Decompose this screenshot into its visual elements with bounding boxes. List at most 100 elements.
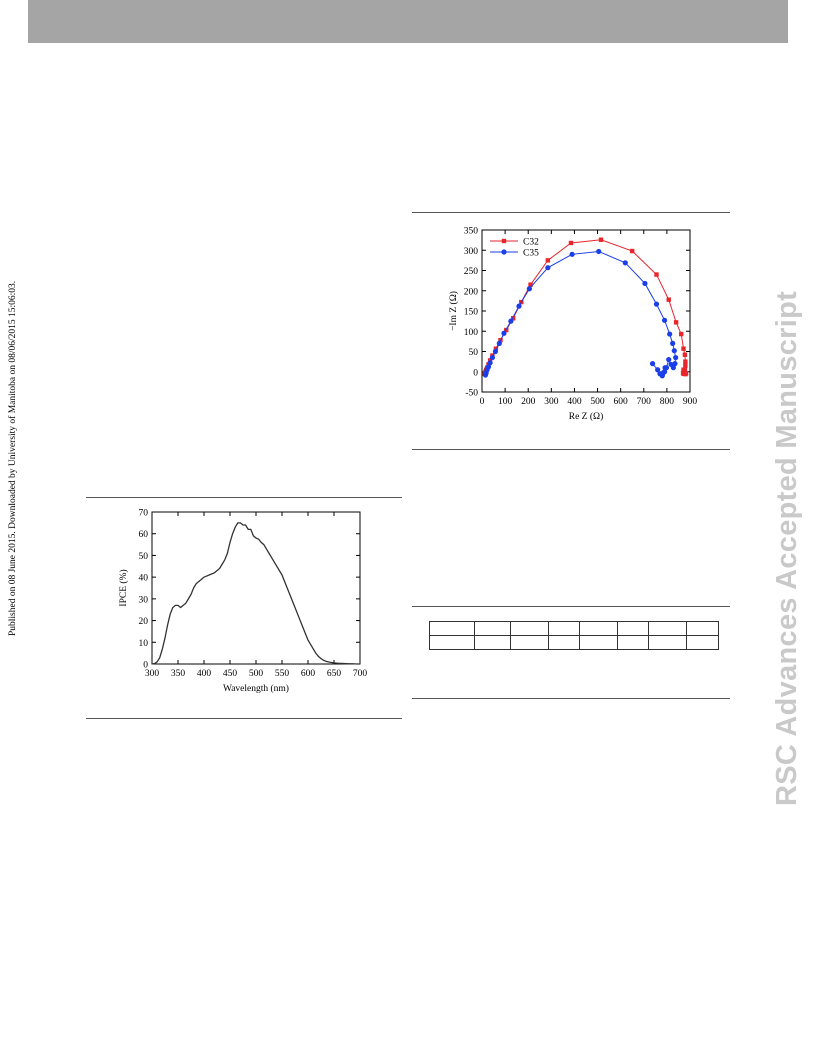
x-tick-label: 350 xyxy=(171,669,186,679)
figure-rule-top xyxy=(412,212,730,213)
x-tick-label: 400 xyxy=(567,397,582,407)
legend-label-c32: C32 xyxy=(523,238,539,248)
data-point-c35 xyxy=(487,360,493,366)
x-tick-label: 500 xyxy=(249,669,264,679)
y-tick-label: 70 xyxy=(139,509,149,519)
x-axis-label: Re Z (Ω) xyxy=(569,411,604,422)
nyquist-plot: 0 100 200 300 400 500 600 700 800 900-50050100150… xyxy=(448,227,698,423)
ipce-plot: 300 350 400 450 500 550 600 650 700 0 10 20 30 40 50 60… xyxy=(118,509,368,695)
x-tick-label: 600 xyxy=(301,669,316,679)
table-cell xyxy=(510,621,549,636)
y-tick-label: 100 xyxy=(464,328,479,338)
data-point-c32 xyxy=(679,331,684,337)
journal-watermark: RSC Advances Accepted Manuscript xyxy=(771,290,803,806)
data-point-c35 xyxy=(670,340,676,346)
table-cell xyxy=(617,621,649,636)
table-cell xyxy=(429,621,475,636)
data-point-c32 xyxy=(673,320,679,325)
data-point-c35 xyxy=(622,260,628,266)
data-point-c35 xyxy=(492,348,499,355)
data-point-c35 xyxy=(666,357,672,363)
data-point-c35 xyxy=(485,364,492,370)
x-tick-label: 700 xyxy=(637,397,652,407)
x-tick-label: 650 xyxy=(327,669,342,679)
y-tick-label: 20 xyxy=(139,617,149,627)
y-tick-label: 0 xyxy=(143,661,148,671)
x-tick-label: 550 xyxy=(275,669,290,679)
data-point-c35 xyxy=(545,265,551,271)
data-point-c35 xyxy=(649,361,656,367)
x-tick-label: 0 xyxy=(480,397,485,407)
x-tick-label: 400 xyxy=(197,669,212,679)
figure-rule-bottom xyxy=(86,718,402,719)
data-point-c35 xyxy=(596,248,602,255)
x-tick-label: 300 xyxy=(145,669,160,679)
page-header-bar xyxy=(28,0,788,43)
data-point-c32 xyxy=(683,363,688,368)
data-point-c35 xyxy=(661,317,668,323)
x-tick-label: 500 xyxy=(590,397,605,407)
x-axis-label: Wavelength (nm) xyxy=(223,683,289,694)
table-cell xyxy=(648,621,687,636)
x-tick-label: 800 xyxy=(660,397,675,407)
table-cell xyxy=(686,635,719,650)
y-tick-label: 50 xyxy=(469,348,479,358)
legend-marker-c32 xyxy=(501,238,507,244)
data-point-c35 xyxy=(662,365,668,371)
table-cell xyxy=(510,635,549,650)
x-tick-label: 200 xyxy=(521,397,536,407)
table-row xyxy=(429,621,719,636)
legend-label-c35: C35 xyxy=(523,249,539,259)
table-cell xyxy=(617,635,649,650)
data-point-c35 xyxy=(668,361,674,368)
x-tick-label: 900 xyxy=(683,397,698,407)
table-rule-top xyxy=(412,606,730,607)
y-tick-label: 60 xyxy=(139,530,149,540)
data-point-c35 xyxy=(673,354,679,361)
data-point-c35 xyxy=(489,354,495,361)
table-cell xyxy=(686,621,719,636)
table-cell xyxy=(474,635,511,650)
series-line-c35 xyxy=(484,250,677,377)
x-tick-label: 700 xyxy=(353,669,368,679)
y-tick-label: 200 xyxy=(464,287,479,297)
data-point-c35 xyxy=(653,301,660,307)
table-cell xyxy=(548,635,580,650)
data-point-c35 xyxy=(496,340,502,346)
data-point-c32 xyxy=(511,316,516,321)
y-tick-label: 40 xyxy=(139,574,149,584)
data-point-c35 xyxy=(642,280,648,287)
data-point-c35 xyxy=(508,318,514,324)
table-cell xyxy=(579,635,618,650)
y-axis-label: IPCE (%) xyxy=(118,569,129,606)
figure-rule-top xyxy=(86,497,402,498)
y-tick-label: 350 xyxy=(464,227,479,237)
table-cell xyxy=(429,635,475,650)
table-cell xyxy=(548,621,580,636)
data-point-c35 xyxy=(655,367,661,373)
table-rule-bottom xyxy=(412,698,730,699)
x-tick-label: 100 xyxy=(498,397,512,407)
data-point-c32 xyxy=(666,297,671,302)
publication-note: Published on 08 June 2015. Downloaded by… xyxy=(8,280,18,636)
data-point-c32 xyxy=(528,282,533,287)
data-table xyxy=(429,621,719,650)
data-point-c32 xyxy=(682,352,688,357)
data-point-c35 xyxy=(569,251,575,257)
data-point-c32 xyxy=(568,240,574,246)
data-point-c32 xyxy=(654,272,659,277)
x-tick-label: 300 xyxy=(544,397,559,407)
table-cell xyxy=(579,621,618,636)
data-point-c32 xyxy=(683,359,688,364)
data-point-c35 xyxy=(672,361,678,367)
table-cell xyxy=(648,635,687,650)
y-tick-label: 0 xyxy=(473,368,478,378)
data-point-c35 xyxy=(657,371,663,377)
x-tick-label: 600 xyxy=(614,397,629,407)
y-tick-label: -50 xyxy=(465,389,478,399)
y-tick-label: 300 xyxy=(464,247,479,257)
data-point-c32 xyxy=(683,371,689,376)
data-point-c32 xyxy=(545,258,551,263)
y-tick-label: 250 xyxy=(464,267,479,277)
x-tick-label: 450 xyxy=(223,669,238,679)
